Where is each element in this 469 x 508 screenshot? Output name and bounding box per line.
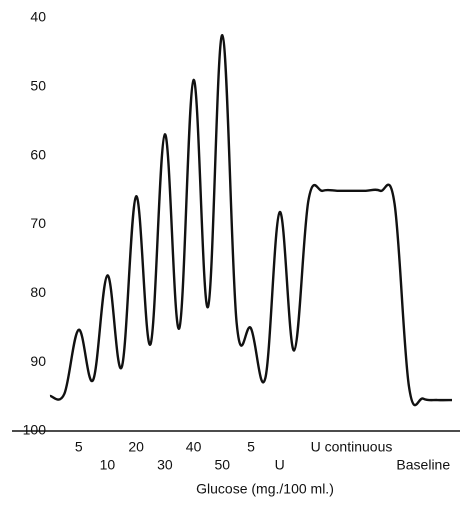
x-tick-label: U continuous (311, 439, 393, 455)
x-tick-label: 10 (100, 457, 116, 473)
y-tick-label: 90 (30, 353, 46, 369)
x-tick-label: 50 (214, 457, 230, 473)
y-tick-label: 50 (30, 78, 46, 94)
y-tick-label: 80 (30, 284, 46, 300)
x-tick-label: 30 (157, 457, 173, 473)
y-tick-label: 60 (30, 146, 46, 162)
x-tick-label: U (275, 457, 285, 473)
y-tick-label: 100 (23, 422, 47, 438)
x-axis-label: Glucose (mg./100 ml.) (196, 481, 334, 497)
x-tick-label: 40 (186, 439, 202, 455)
x-tick-label: 20 (128, 439, 144, 455)
x-tick-label: Baseline (396, 457, 450, 473)
x-tick-label: 5 (75, 439, 83, 455)
y-tick-label: 70 (30, 215, 46, 231)
x-tick-label: 5 (247, 439, 255, 455)
y-tick-label: 40 (30, 9, 46, 25)
trace (49, 34, 453, 407)
